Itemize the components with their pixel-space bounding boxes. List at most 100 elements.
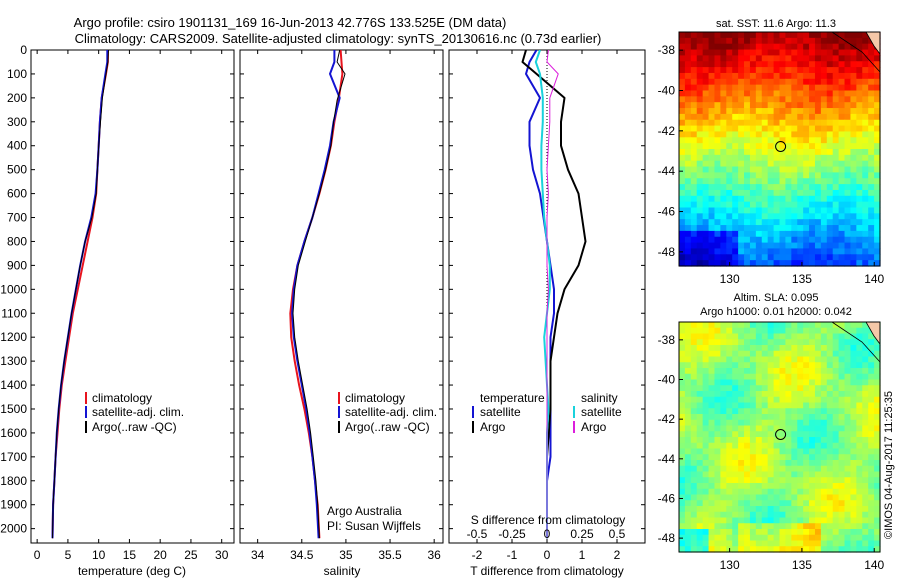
map-cell (862, 419, 869, 427)
map-cell (797, 322, 804, 329)
map-cell (767, 529, 775, 536)
map-cell (791, 119, 798, 127)
map-cell (696, 356, 704, 363)
map-cell (785, 350, 792, 358)
map-cell (720, 327, 727, 335)
map-cell (726, 350, 733, 358)
map-cell (874, 96, 881, 103)
map-cell (738, 184, 745, 191)
map-cell (732, 242, 739, 250)
map-cell (868, 207, 875, 214)
map-cell (791, 207, 798, 214)
map-cell (679, 419, 686, 427)
map-cell (702, 350, 710, 358)
map-cell (720, 201, 727, 209)
map-cell (826, 236, 834, 244)
map-cell (874, 195, 881, 203)
credit-line2: PI: Susan Wijffels (327, 519, 421, 533)
map-cell (744, 207, 751, 214)
map-cell (838, 391, 846, 398)
map-cell (862, 166, 869, 173)
map-cell (838, 90, 846, 97)
map-cell (820, 362, 828, 369)
map-cell (809, 32, 816, 39)
map-cell (868, 55, 875, 62)
map-cell (732, 149, 739, 156)
map-cell (826, 339, 834, 346)
map-cell (702, 154, 710, 162)
map-cell (708, 102, 716, 109)
map-cell (820, 236, 828, 244)
map-cell (755, 189, 763, 197)
map-cell (720, 84, 727, 92)
map-cell (679, 90, 686, 97)
map-cell (755, 333, 763, 340)
map-cell (779, 113, 787, 121)
map-cell (856, 189, 863, 197)
map-cell (785, 49, 792, 56)
map-cell (874, 236, 881, 244)
map-cell (832, 195, 840, 203)
map-cell (779, 546, 787, 553)
map-cell (684, 172, 692, 179)
map-cell (720, 511, 727, 519)
map-cell (868, 154, 875, 162)
map-cell (844, 488, 852, 496)
map-cell (767, 78, 775, 86)
map-cell (874, 471, 881, 478)
map-cell (832, 230, 840, 238)
map-cell (732, 96, 739, 103)
depth-tick-label: 1600 (0, 426, 27, 440)
map-cell (714, 248, 721, 255)
map-cell (726, 339, 733, 346)
map-cell (779, 333, 787, 340)
depth-tick-label: 500 (7, 163, 27, 177)
map-cell (779, 523, 787, 530)
map-cell (732, 125, 739, 133)
map-cell (844, 37, 852, 45)
map-cell (702, 78, 710, 86)
map-cell (868, 225, 875, 232)
map-cell (868, 540, 875, 547)
map-cell (744, 242, 751, 250)
map-cell (820, 454, 828, 461)
map-cell (708, 108, 716, 115)
map-cell (744, 327, 751, 335)
map-cell (838, 189, 846, 197)
difference-t-x-label: T difference from climatology (470, 564, 624, 578)
map-cell (862, 356, 869, 363)
map-cell (785, 254, 792, 261)
map-cell (702, 37, 710, 45)
map-cell (856, 494, 863, 501)
map-cell (726, 483, 733, 490)
map-cell (814, 460, 822, 467)
map-cell (732, 143, 739, 150)
map-cell (684, 471, 692, 478)
map-cell (726, 368, 733, 375)
map-cell (714, 465, 721, 473)
map-cell (814, 172, 822, 179)
map-cell (690, 149, 698, 156)
map-cell (838, 471, 846, 478)
s-tick-label: 0.25 (570, 527, 594, 541)
map-cell (696, 143, 704, 150)
map-cell (874, 460, 881, 467)
map-cell (744, 178, 751, 185)
map-cell (702, 189, 710, 197)
map-cell (874, 149, 881, 156)
map-cell (755, 37, 763, 45)
map-cell (862, 448, 869, 455)
map-cell (785, 402, 792, 409)
map-cell (720, 402, 727, 409)
map-cell (708, 350, 716, 358)
map-cell (714, 178, 721, 185)
map-cell (809, 195, 816, 203)
series-line-satellite-adj-clim- (291, 50, 341, 539)
map-cell (761, 189, 769, 197)
map-cell (844, 160, 852, 168)
map-cell (708, 448, 716, 455)
map-cell (767, 96, 775, 103)
map-cell (862, 189, 869, 197)
map-cell (868, 43, 875, 51)
map-cell (826, 488, 834, 496)
